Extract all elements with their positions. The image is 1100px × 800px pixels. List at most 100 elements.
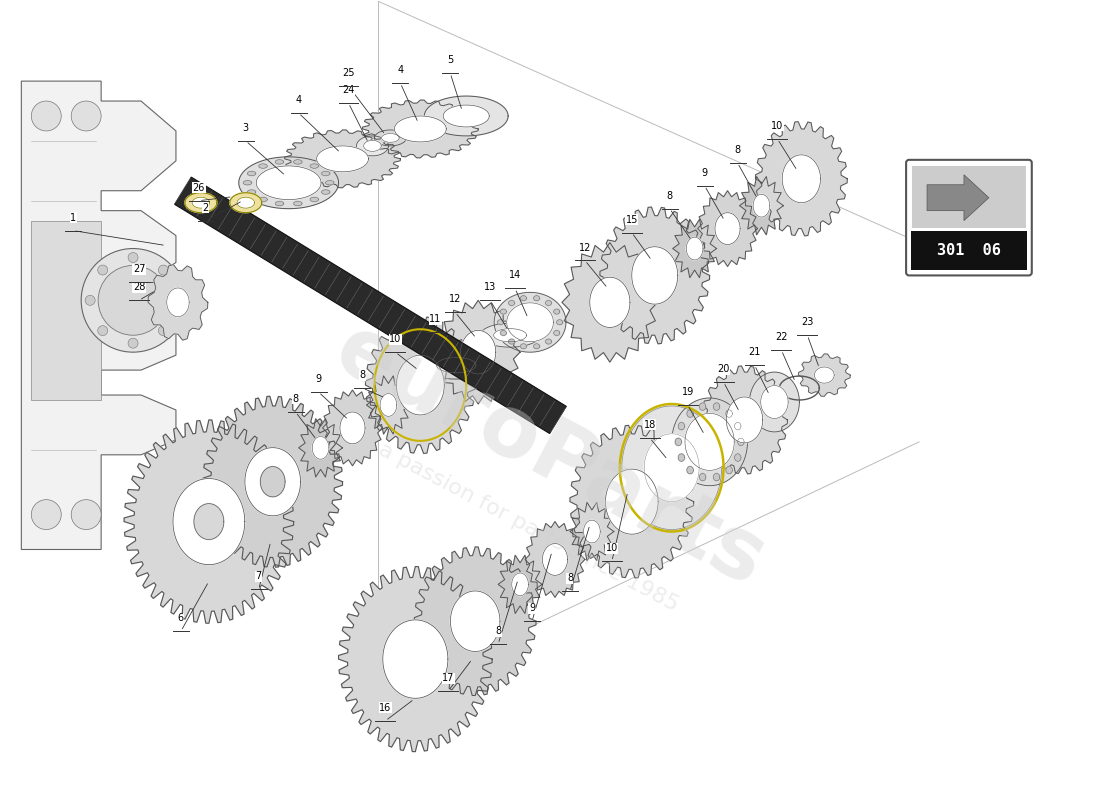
- Circle shape: [158, 265, 168, 275]
- Polygon shape: [697, 190, 758, 266]
- Polygon shape: [356, 136, 388, 156]
- Text: euroParts: euroParts: [320, 307, 780, 604]
- Polygon shape: [584, 520, 601, 543]
- Polygon shape: [534, 344, 540, 349]
- Text: 10: 10: [389, 334, 402, 344]
- Polygon shape: [239, 157, 339, 209]
- Text: 15: 15: [626, 214, 638, 225]
- Circle shape: [72, 101, 101, 131]
- Text: 301  06: 301 06: [937, 243, 1001, 258]
- Text: 22: 22: [776, 332, 788, 342]
- Text: 1: 1: [70, 213, 76, 222]
- Polygon shape: [679, 454, 684, 462]
- Polygon shape: [675, 438, 682, 446]
- Polygon shape: [381, 394, 397, 416]
- Polygon shape: [258, 164, 267, 168]
- Polygon shape: [534, 296, 540, 301]
- Polygon shape: [542, 543, 568, 575]
- Polygon shape: [194, 504, 223, 539]
- Text: 9: 9: [529, 603, 535, 614]
- Text: 27: 27: [133, 265, 145, 274]
- Text: 7: 7: [255, 571, 262, 582]
- Polygon shape: [702, 366, 788, 474]
- Bar: [31, 221, 101, 400]
- Text: 10: 10: [771, 121, 783, 131]
- Polygon shape: [382, 134, 399, 142]
- Polygon shape: [317, 146, 368, 172]
- Polygon shape: [321, 171, 330, 176]
- Circle shape: [31, 500, 62, 530]
- Text: 12: 12: [449, 294, 461, 304]
- Circle shape: [158, 326, 168, 336]
- Polygon shape: [415, 547, 536, 695]
- Text: 3: 3: [243, 123, 249, 133]
- Polygon shape: [248, 190, 256, 194]
- Text: 14: 14: [509, 270, 521, 281]
- Polygon shape: [600, 207, 710, 344]
- Polygon shape: [738, 438, 744, 446]
- Circle shape: [128, 253, 138, 262]
- Text: 8: 8: [667, 190, 673, 201]
- Polygon shape: [605, 469, 658, 534]
- Bar: [911, 230, 1026, 270]
- Polygon shape: [148, 265, 208, 340]
- Polygon shape: [726, 397, 762, 443]
- Polygon shape: [686, 466, 693, 474]
- Polygon shape: [175, 177, 566, 434]
- Polygon shape: [396, 355, 444, 415]
- Text: 25: 25: [342, 68, 355, 78]
- Polygon shape: [498, 555, 542, 614]
- Polygon shape: [294, 202, 302, 206]
- Polygon shape: [756, 122, 847, 236]
- Polygon shape: [686, 237, 703, 260]
- Polygon shape: [437, 358, 476, 373]
- Polygon shape: [245, 448, 300, 516]
- Polygon shape: [525, 522, 585, 598]
- Text: 11: 11: [429, 314, 441, 324]
- Polygon shape: [927, 174, 989, 221]
- Polygon shape: [799, 354, 850, 396]
- Text: 28: 28: [133, 282, 145, 292]
- Polygon shape: [590, 278, 630, 327]
- Polygon shape: [713, 474, 719, 481]
- Polygon shape: [735, 454, 741, 462]
- Text: 8: 8: [293, 394, 299, 404]
- Polygon shape: [508, 339, 515, 344]
- Text: a passion for parts since 1985: a passion for parts since 1985: [375, 440, 682, 615]
- Polygon shape: [715, 213, 740, 245]
- Polygon shape: [374, 130, 406, 146]
- Polygon shape: [363, 100, 478, 158]
- Polygon shape: [700, 474, 706, 481]
- Text: 4: 4: [397, 65, 404, 75]
- Polygon shape: [713, 403, 719, 410]
- Polygon shape: [546, 339, 551, 344]
- Text: 2: 2: [202, 202, 209, 213]
- Text: 19: 19: [682, 387, 694, 397]
- Text: 21: 21: [748, 347, 761, 357]
- Polygon shape: [546, 301, 551, 306]
- Polygon shape: [726, 466, 733, 474]
- Polygon shape: [236, 198, 254, 208]
- Polygon shape: [686, 410, 693, 418]
- Polygon shape: [437, 300, 520, 404]
- Polygon shape: [754, 194, 770, 217]
- Polygon shape: [294, 160, 302, 164]
- Polygon shape: [124, 420, 294, 623]
- Text: 6: 6: [178, 614, 184, 623]
- Polygon shape: [570, 426, 694, 578]
- Text: 9: 9: [316, 374, 321, 384]
- Polygon shape: [364, 141, 382, 151]
- Polygon shape: [365, 317, 475, 454]
- Polygon shape: [443, 105, 490, 127]
- Text: 24: 24: [342, 85, 354, 95]
- Text: 16: 16: [379, 703, 392, 713]
- Polygon shape: [298, 418, 342, 477]
- Text: 4: 4: [296, 95, 301, 105]
- Circle shape: [31, 101, 62, 131]
- Text: 9: 9: [702, 168, 707, 178]
- Polygon shape: [285, 130, 400, 188]
- Polygon shape: [322, 390, 383, 466]
- Polygon shape: [383, 620, 448, 698]
- Polygon shape: [230, 193, 262, 213]
- Polygon shape: [326, 181, 334, 185]
